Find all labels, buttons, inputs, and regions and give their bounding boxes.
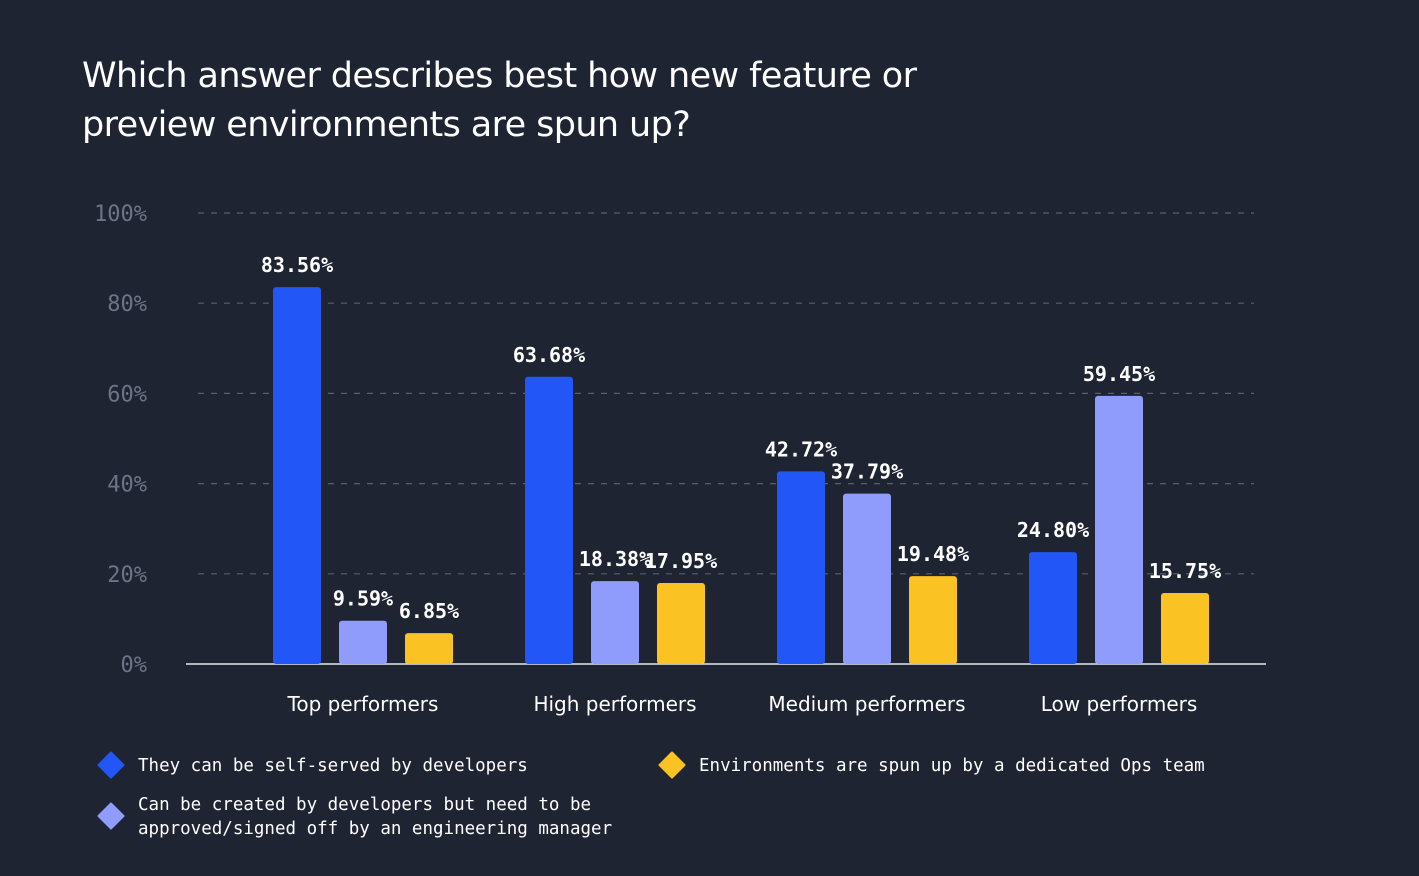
data-label: 9.59% — [333, 587, 393, 611]
data-label: 42.72% — [765, 437, 837, 461]
data-label: 37.79% — [831, 460, 903, 484]
x-tick-label: Top performers — [287, 692, 439, 716]
x-tick-label: Medium performers — [768, 692, 965, 716]
bar-3 — [909, 576, 957, 664]
bar-1 — [525, 376, 573, 664]
y-tick-label: 100% — [94, 202, 147, 227]
y-tick-label: 40% — [107, 473, 147, 498]
data-label: 59.45% — [1083, 362, 1155, 386]
data-label: 19.48% — [897, 542, 969, 566]
x-tick-label: High performers — [533, 692, 696, 716]
bar-2 — [591, 581, 639, 664]
legend-marker-diamond-icon — [97, 802, 125, 830]
chart-title: Which answer describes best how new feat… — [82, 56, 917, 145]
data-label: 83.56% — [261, 253, 333, 277]
legend-label: Environments are spun up by a dedicated … — [699, 756, 1205, 776]
y-tick-label: 80% — [107, 292, 147, 317]
bar-3 — [405, 633, 453, 664]
data-label: 6.85% — [399, 599, 459, 623]
y-tick-label: 0% — [121, 653, 148, 678]
data-label: 17.95% — [645, 549, 717, 573]
legend-marker-diamond-icon — [97, 751, 125, 779]
y-tick-label: 20% — [107, 563, 147, 588]
bar-1 — [777, 471, 825, 664]
legend-label: approved/signed off by an engineering ma… — [138, 819, 612, 839]
legend-label: They can be self-served by developers — [138, 756, 528, 776]
bar-1 — [1029, 552, 1077, 664]
legend-marker-diamond-icon — [658, 751, 686, 779]
data-label: 15.75% — [1149, 559, 1221, 583]
bar-3 — [657, 583, 705, 664]
bar-2 — [843, 493, 891, 664]
bar-2 — [339, 620, 387, 664]
y-tick-label: 60% — [107, 382, 147, 407]
x-tick-label: Low performers — [1041, 692, 1198, 716]
bar-1 — [273, 287, 321, 664]
legend-label: Can be created by developers but need to… — [138, 795, 591, 815]
bar-2 — [1095, 395, 1143, 664]
bar-3 — [1161, 592, 1209, 664]
data-label: 24.80% — [1017, 518, 1089, 542]
data-label: 63.68% — [513, 343, 585, 367]
data-label: 18.38% — [579, 547, 651, 571]
